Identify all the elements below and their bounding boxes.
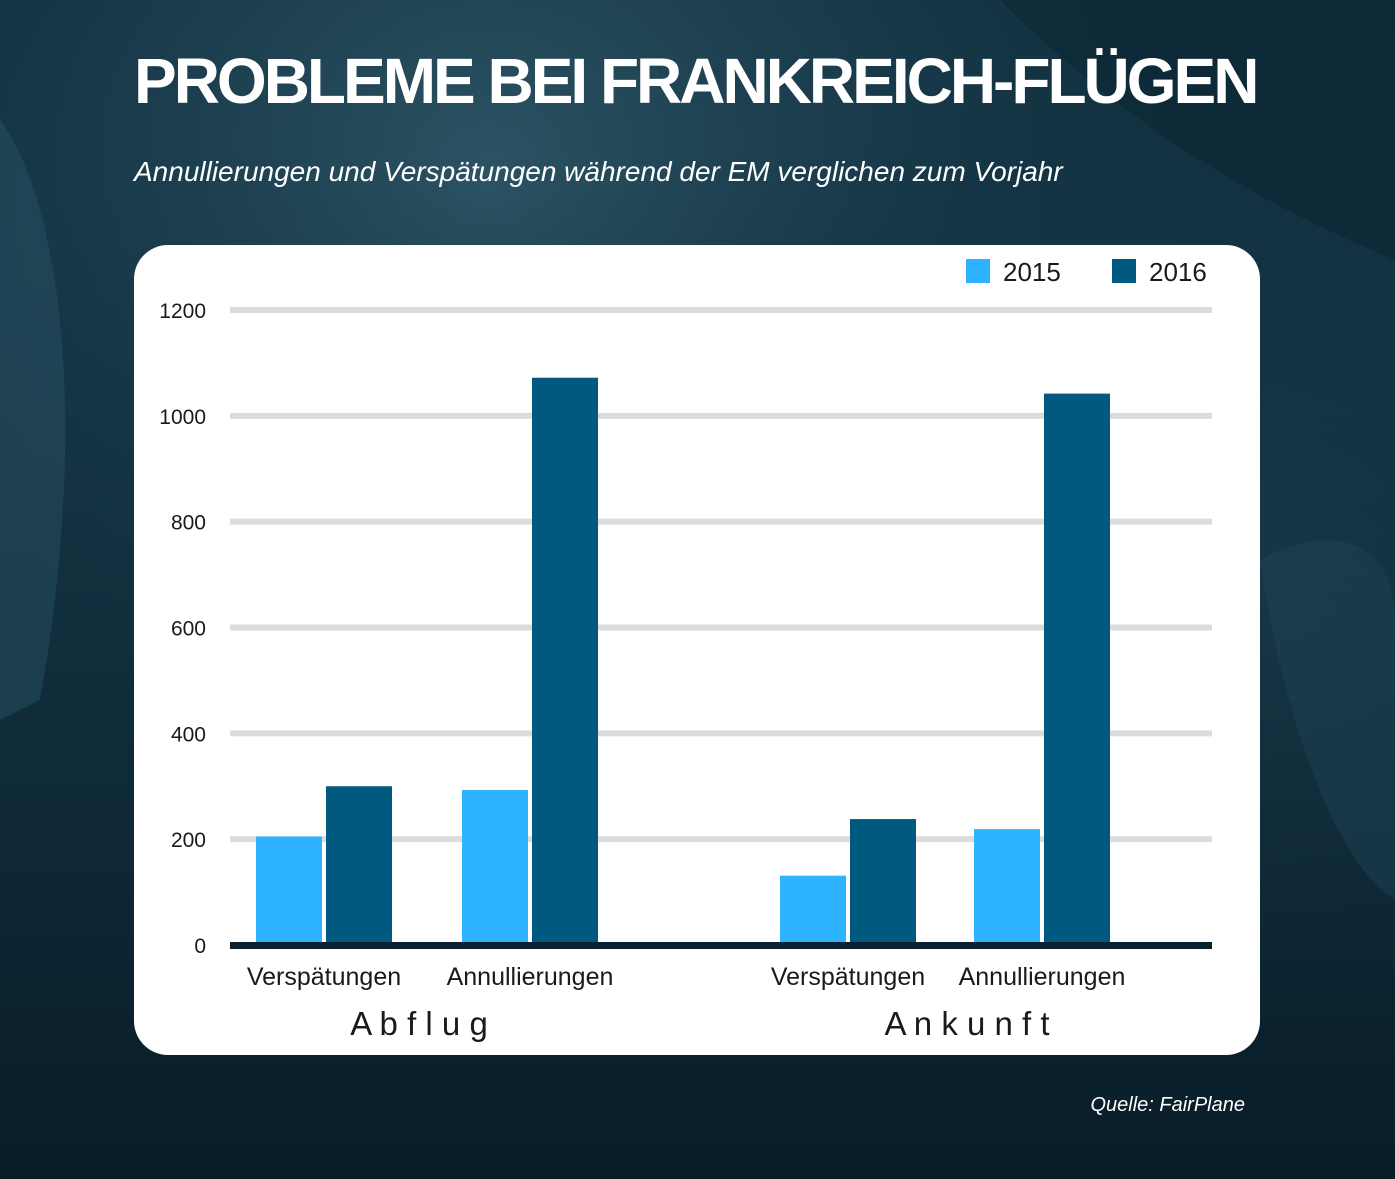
gridline (230, 836, 1212, 843)
bar-2015 (462, 789, 528, 945)
gridline (230, 307, 1212, 313)
bar-2015 (780, 875, 846, 945)
legend-label: 2016 (1149, 257, 1207, 287)
bar-2015 (974, 829, 1040, 945)
chart-card: 0 200 400 600 800 1000 1200 Verspätungen Annulli… (134, 245, 1260, 1055)
source-note: Quelle: FairPlane (1090, 1094, 1245, 1116)
gridline (230, 624, 1212, 631)
y-tick-label: 600 (171, 618, 206, 641)
x-category-label: Annullierungen (447, 963, 614, 991)
y-tick-label: 400 (171, 723, 206, 746)
bar-2016 (850, 819, 916, 945)
bar-2016 (1044, 393, 1110, 945)
y-tick-label: 1000 (159, 406, 206, 429)
x-category-label: Verspätungen (247, 963, 401, 991)
chart-subtitle: Annullierungen und Verspätungen während … (134, 156, 1063, 187)
bar-2016 (326, 786, 392, 945)
legend-swatch (966, 259, 990, 283)
y-tick-label: 0 (194, 935, 206, 958)
legend-label: 2015 (1003, 257, 1061, 287)
bar-2016 (532, 377, 598, 945)
y-tick-label: 800 (171, 512, 206, 535)
chart-title: PROBLEME BEI FRANKREICH-FLÜGEN (134, 45, 1259, 117)
x-category-label: Annullierungen (959, 963, 1126, 991)
y-tick-label: 200 (171, 829, 206, 852)
gridline (230, 730, 1212, 737)
x-category-label: Verspätungen (771, 963, 925, 991)
gridline (230, 412, 1212, 419)
gridline (230, 518, 1212, 525)
bar-2015 (256, 836, 322, 945)
legend-swatch (1112, 259, 1136, 283)
x-group-label: A n k u n f t (884, 1005, 1049, 1042)
x-axis-baseline (230, 942, 1212, 949)
x-group-label: A b f l u g (350, 1005, 488, 1042)
y-tick-label: 1200 (159, 300, 206, 323)
bar-chart: 0 200 400 600 800 1000 1200 Verspätungen Annulli… (159, 257, 1212, 1042)
